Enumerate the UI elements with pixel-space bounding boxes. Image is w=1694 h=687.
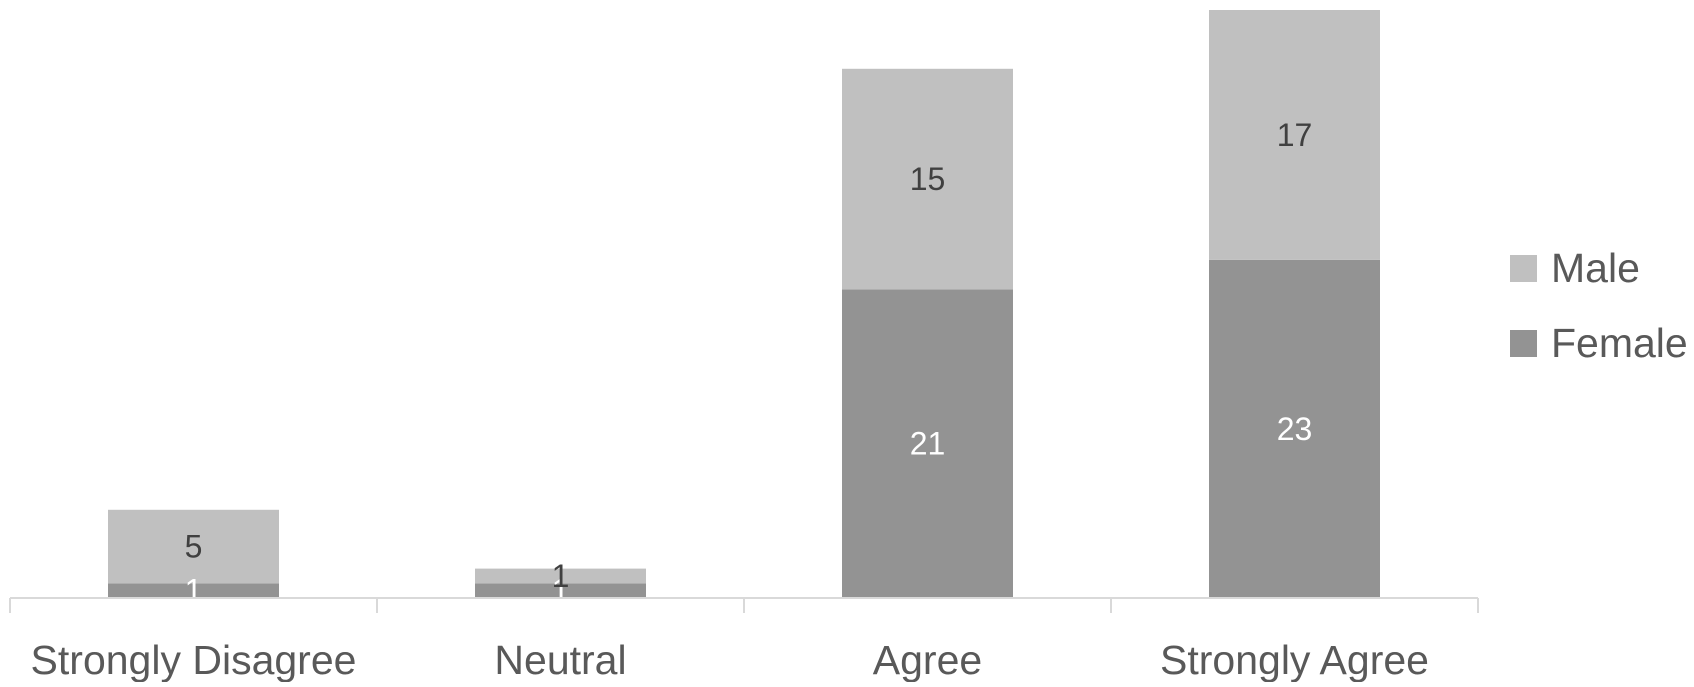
legend-swatch-male — [1510, 255, 1537, 282]
legend-label-male: Male — [1551, 245, 1640, 291]
legend-label-female: Female — [1551, 320, 1688, 366]
bar-male-neutral — [475, 568, 646, 584]
data-label-male-strongly-disagree: 5 — [185, 529, 203, 565]
bar-male-agree — [842, 68, 1013, 290]
bar-male-strongly-disagree — [108, 509, 279, 584]
x-tick-label-strongly-disagree: Strongly Disagree — [31, 637, 357, 682]
x-tick-label-strongly-agree: Strongly Agree — [1160, 637, 1429, 682]
bar-female-agree — [842, 289, 1013, 598]
data-label-female-strongly-agree: 23 — [1277, 411, 1313, 447]
legend-swatch-female — [1510, 330, 1537, 357]
data-label-male-agree: 15 — [910, 161, 946, 197]
x-axis: Strongly Disagree Neutral Agree Strongly Ag… — [9, 597, 1479, 683]
bar-female-strongly-disagree — [108, 583, 279, 598]
data-label-male-neutral: 1 — [552, 558, 570, 594]
x-tick-label-neutral: Neutral — [494, 637, 626, 682]
legend: Male Female — [1510, 245, 1688, 366]
bar-male-strongly-agree — [1209, 10, 1380, 260]
bar-female-strongly-agree — [1209, 259, 1380, 598]
data-label-female-agree: 21 — [910, 426, 946, 462]
data-label-female-neutral: 1 — [552, 573, 570, 609]
x-tick-label-agree: Agree — [873, 637, 982, 682]
bar-female-neutral — [475, 583, 646, 598]
bars-layer — [108, 10, 1380, 598]
data-label-female-strongly-disagree: 1 — [185, 573, 203, 609]
data-label-male-strongly-agree: 17 — [1277, 117, 1313, 153]
